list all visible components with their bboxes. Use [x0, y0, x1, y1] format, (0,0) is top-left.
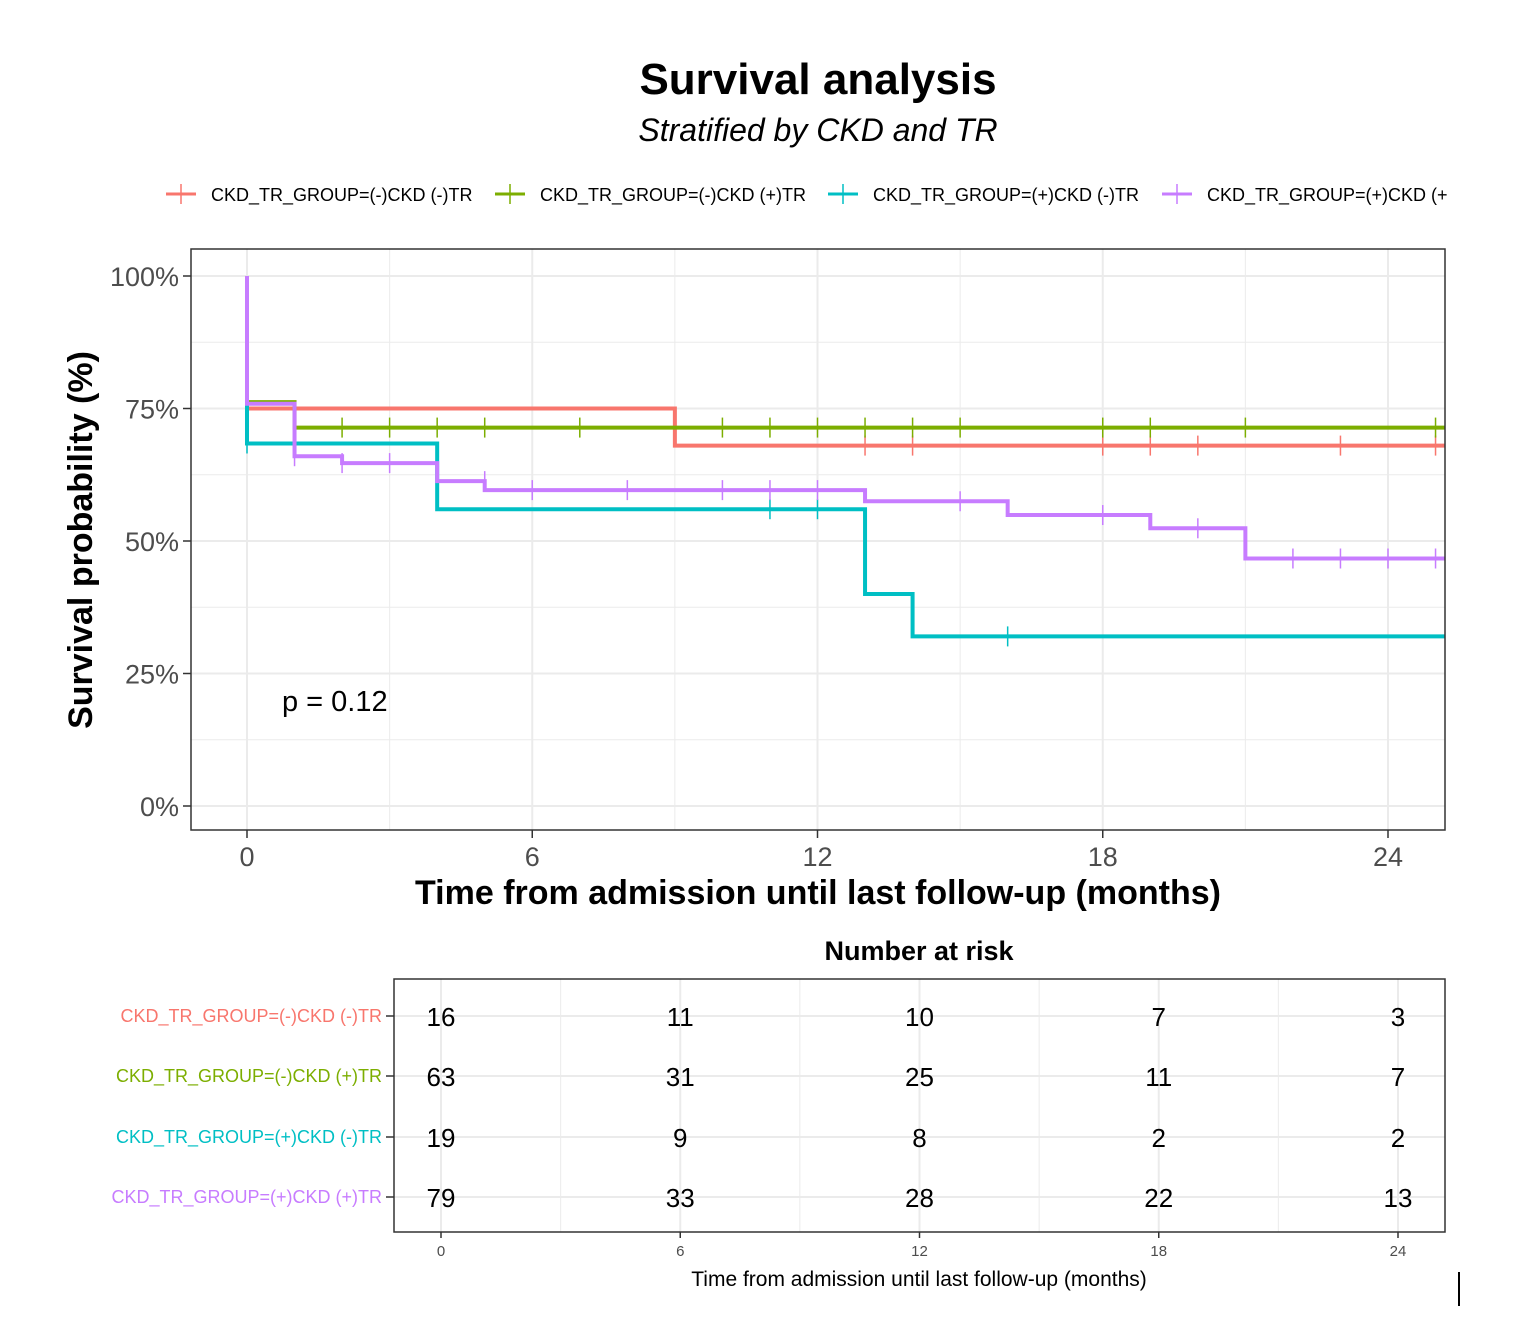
- y-tick-label: 50%: [125, 527, 179, 557]
- risk-table: CKD_TR_GROUP=(-)CKD (-)TR 16 11 10 7 3 CKD_TR_…: [111, 978, 1446, 1260]
- risk-count: 11: [1145, 1062, 1172, 1092]
- risk-count: 10: [905, 1002, 934, 1032]
- legend-item-2: CKD_TR_GROUP=(-)CKD (+)TR: [495, 184, 806, 206]
- risk-count: 16: [427, 1002, 456, 1032]
- axes: 0% 25% 50% 75% 100% 0 6 12 18 24: [110, 248, 1446, 872]
- risk-table-title: Number at risk: [824, 936, 1014, 966]
- legend-label: CKD_TR_GROUP=(+)CKD (+: [1207, 185, 1448, 206]
- y-tick-label: 100%: [110, 262, 179, 292]
- y-tick-label: 25%: [125, 660, 179, 690]
- risk-row-label: CKD_TR_GROUP=(-)CKD (+)TR: [116, 1066, 382, 1087]
- legend-item-4: CKD_TR_GROUP=(+)CKD (+: [1162, 184, 1448, 206]
- risk-row-label: CKD_TR_GROUP=(+)CKD (+)TR: [111, 1187, 382, 1208]
- risk-count: 7: [1152, 1002, 1166, 1032]
- x-tick-label: 12: [802, 842, 832, 872]
- risk-count: 2: [1391, 1123, 1405, 1153]
- risk-row-label: CKD_TR_GROUP=(-)CKD (-)TR: [120, 1006, 382, 1027]
- risk-count: 8: [912, 1123, 926, 1153]
- risk-count: 22: [1144, 1183, 1173, 1213]
- survival-curve-3: [245, 276, 1445, 639]
- risk-count: 3: [1391, 1002, 1405, 1032]
- risk-x-tick-label: 24: [1390, 1243, 1407, 1260]
- risk-count: 28: [905, 1183, 934, 1213]
- risk-row-label: CKD_TR_GROUP=(+)CKD (-)TR: [116, 1127, 382, 1148]
- risk-count: 11: [667, 1002, 694, 1032]
- legend-label: CKD_TR_GROUP=(+)CKD (-)TR: [873, 185, 1139, 206]
- risk-x-tick-label: 12: [911, 1243, 928, 1260]
- legend-item-3: CKD_TR_GROUP=(+)CKD (-)TR: [828, 184, 1139, 206]
- chart-title: Survival analysis: [639, 55, 996, 104]
- y-tick-label: 0%: [140, 792, 179, 822]
- x-tick-label: 18: [1088, 842, 1118, 872]
- x-tick-label: 6: [525, 842, 540, 872]
- risk-count: 19: [427, 1123, 456, 1153]
- risk-x-tick-label: 0: [437, 1243, 445, 1260]
- grid-lines: [191, 249, 1445, 830]
- legend: CKD_TR_GROUP=(-)CKD (-)TR CKD_TR_GROUP=(-…: [166, 184, 1448, 206]
- risk-count: 7: [1391, 1062, 1405, 1092]
- y-axis-title: Survival probability (%): [62, 351, 100, 729]
- risk-table-x-axis-title: Time from admission until last follow-up…: [691, 1268, 1147, 1291]
- risk-count: 9: [673, 1123, 687, 1153]
- risk-count: 31: [666, 1062, 695, 1092]
- risk-x-tick-label: 18: [1150, 1243, 1167, 1260]
- legend-label: CKD_TR_GROUP=(-)CKD (-)TR: [211, 185, 473, 206]
- risk-x-tick-label: 6: [676, 1243, 684, 1260]
- risk-count: 63: [427, 1062, 456, 1092]
- legend-item-1: CKD_TR_GROUP=(-)CKD (-)TR: [166, 184, 473, 206]
- x-tick-label: 24: [1373, 842, 1403, 872]
- x-tick-label: 0: [239, 842, 254, 872]
- risk-count: 13: [1384, 1183, 1413, 1213]
- p-value-annotation: p = 0.12: [282, 686, 388, 718]
- risk-count: 2: [1152, 1123, 1166, 1153]
- censor-marks: [246, 417, 1437, 647]
- risk-count: 33: [666, 1183, 695, 1213]
- chart-subtitle: Stratified by CKD and TR: [638, 112, 997, 148]
- legend-label: CKD_TR_GROUP=(-)CKD (+)TR: [540, 185, 806, 206]
- risk-count: 25: [905, 1062, 934, 1092]
- risk-count: 79: [427, 1183, 456, 1213]
- x-axis-title: Time from admission until last follow-up…: [415, 874, 1221, 912]
- y-tick-label: 75%: [125, 395, 179, 425]
